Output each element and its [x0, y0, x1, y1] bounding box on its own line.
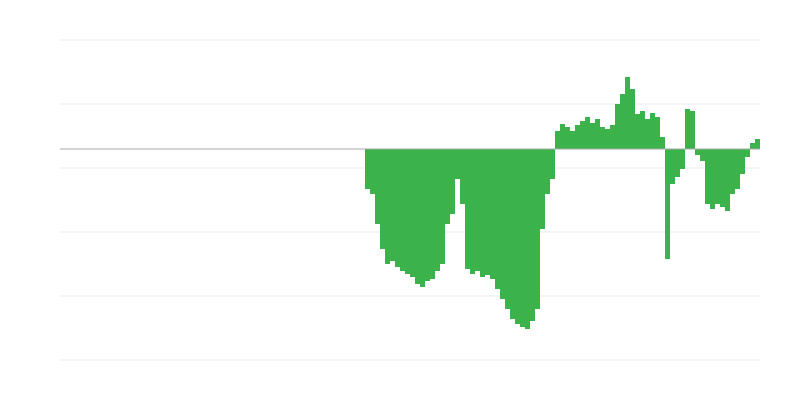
bar: [720, 149, 725, 207]
bar: [710, 149, 715, 209]
bar: [665, 149, 670, 259]
bar: [585, 117, 590, 149]
bar: [370, 149, 375, 194]
bar: [475, 149, 480, 271]
bar: [415, 149, 420, 284]
bar: [675, 149, 680, 177]
bar: [425, 149, 430, 281]
bar: [545, 149, 550, 194]
bar: [485, 149, 490, 275]
bar: [530, 149, 535, 321]
bar: [510, 149, 515, 319]
bar: [420, 149, 425, 287]
bar: [650, 113, 655, 149]
bar: [575, 125, 580, 149]
bar: [680, 149, 685, 169]
bar: [655, 117, 660, 149]
bar: [390, 149, 395, 261]
bar: [435, 149, 440, 271]
bar: [555, 131, 560, 149]
bar: [600, 127, 605, 149]
bar: [515, 149, 520, 324]
bar: [445, 149, 450, 224]
bar: [615, 104, 620, 149]
bar: [725, 149, 730, 211]
bar: [440, 149, 445, 264]
bar: [455, 149, 460, 179]
bar: [525, 149, 530, 329]
bar: [685, 109, 690, 149]
bar: [670, 149, 675, 184]
bar: [550, 149, 555, 179]
bar: [450, 149, 455, 214]
bar: [490, 149, 495, 279]
bar: [640, 111, 645, 149]
bar: [580, 121, 585, 149]
bar: [500, 149, 505, 299]
bar: [570, 131, 575, 149]
bar: [755, 139, 760, 149]
bar: [590, 123, 595, 149]
bar: [595, 119, 600, 149]
bar: [690, 111, 695, 149]
bar: [705, 149, 710, 204]
bar: [735, 149, 740, 189]
bar: [610, 125, 615, 149]
bar: [535, 149, 540, 309]
bar: [750, 143, 755, 149]
bar: [465, 149, 470, 269]
bar: [605, 129, 610, 149]
bar: [540, 149, 545, 229]
bar: [505, 149, 510, 309]
bar: [480, 149, 485, 277]
bar: [645, 119, 650, 149]
bar: [620, 94, 625, 149]
bar: [395, 149, 400, 267]
bar: [700, 149, 705, 161]
bar: [745, 149, 750, 157]
bar: [625, 77, 630, 149]
bar: [695, 149, 700, 155]
bar: [470, 149, 475, 274]
bar: [410, 149, 415, 277]
bar: [560, 124, 565, 149]
bar: [405, 149, 410, 274]
bar: [460, 149, 465, 204]
bar: [375, 149, 380, 224]
bar: [495, 149, 500, 289]
bar: [715, 149, 720, 204]
bar: [635, 114, 640, 149]
bar: [740, 149, 745, 174]
bar: [380, 149, 385, 249]
bar: [630, 89, 635, 149]
bar: [430, 149, 435, 279]
bar: [660, 137, 665, 149]
bar: [365, 149, 370, 189]
bar: [565, 127, 570, 149]
bar: [730, 149, 735, 194]
bar: [400, 149, 405, 271]
bar: [520, 149, 525, 327]
bar: [385, 149, 390, 264]
